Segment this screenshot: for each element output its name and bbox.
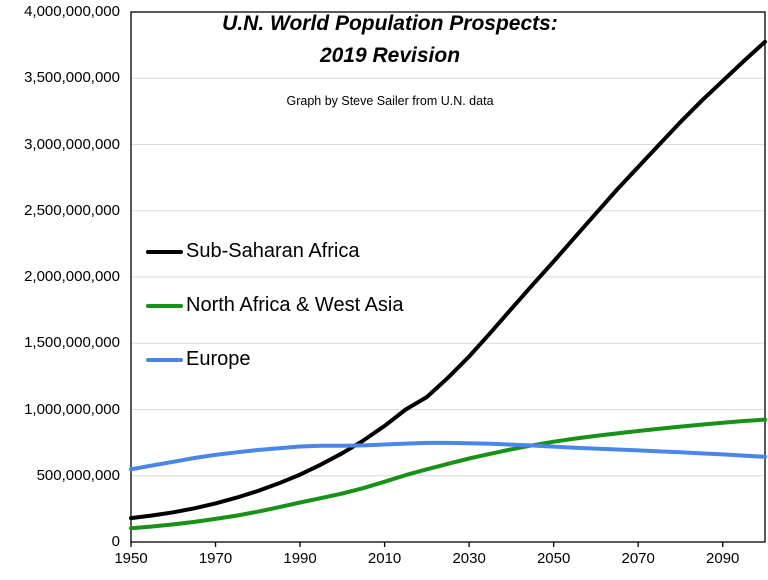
chart-title-line1: U.N. World Population Prospects:	[222, 12, 558, 35]
y-axis-tick-label: 1,000,000,000	[24, 400, 120, 418]
legend-line-swatch	[146, 249, 183, 254]
legend-item: Europe	[146, 348, 404, 371]
legend-label: North Africa & West Asia	[186, 294, 404, 316]
y-axis-tick-label: 1,500,000,000	[24, 334, 120, 352]
legend-item: Sub-Saharan Africa	[146, 240, 404, 263]
y-axis-tick-label: 4,000,000,000	[24, 3, 120, 20]
y-axis-tick-label: 3,000,000,000	[24, 135, 120, 153]
y-axis-tick-label: 2,000,000,000	[24, 268, 120, 285]
x-axis-labels: 1950 1970 1990 2010 2030 2050 2070 2090	[0, 550, 768, 572]
y-axis-tick-label: 0	[111, 533, 120, 550]
y-axis-tick-label: 500,000,000	[36, 466, 120, 484]
legend-item: North Africa & West Asia	[146, 294, 404, 317]
x-axis-tick-label: 2090	[706, 550, 740, 567]
y-axis-tick-label: 3,500,000,000	[24, 69, 120, 87]
legend-label: Sub-Saharan Africa	[186, 240, 360, 262]
legend-label: Europe	[186, 348, 251, 370]
x-axis-tick-label: 2070	[621, 550, 655, 567]
legend-line-swatch	[146, 357, 183, 362]
x-axis-tick-label: 2050	[536, 550, 571, 567]
x-axis-tick-label: 1950	[114, 550, 148, 567]
x-axis-tick-label: 2010	[367, 550, 402, 567]
x-axis-tick-label: 2030	[452, 550, 486, 567]
legend: Sub-Saharan Africa North Africa & West As…	[146, 240, 404, 371]
x-axis-tick-label: 1970	[198, 550, 233, 567]
legend-line-swatch	[146, 303, 183, 308]
chart-title: U.N. World Population Prospects: 2019 Re…	[140, 8, 640, 72]
x-axis-tick-label: 1990	[283, 550, 317, 567]
y-axis-tick-label: 2,500,000,000	[24, 201, 120, 219]
y-axis-labels: 0 500,000,000 1,000,000,000 1,500,000,000 2,…	[0, 0, 124, 580]
chart-subtitle: Graph by Steve Sailer from U.N. data	[286, 94, 494, 108]
chart-title-line2: 2019 Revision	[319, 44, 461, 67]
